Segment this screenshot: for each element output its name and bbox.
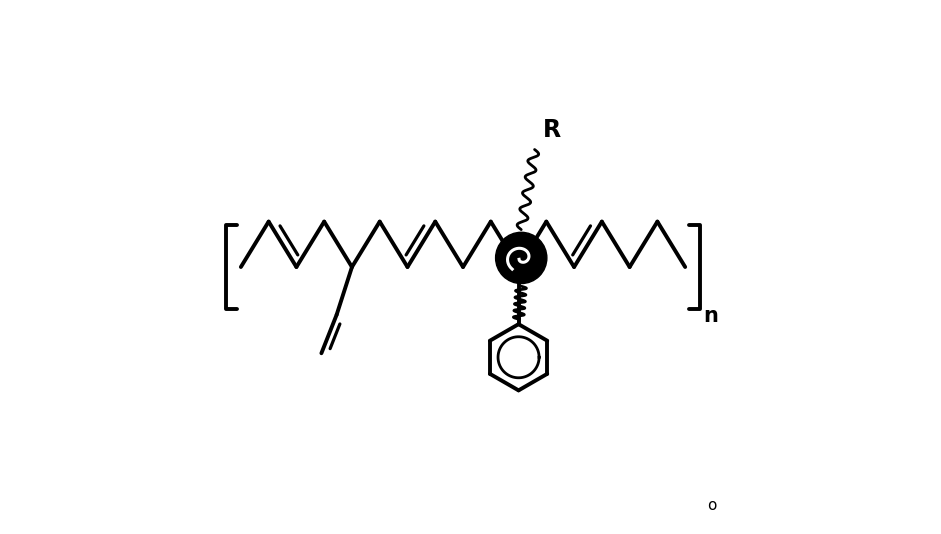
Text: n: n [703, 306, 718, 326]
Text: o: o [707, 498, 716, 513]
Text: R: R [543, 117, 561, 142]
Circle shape [496, 232, 547, 284]
